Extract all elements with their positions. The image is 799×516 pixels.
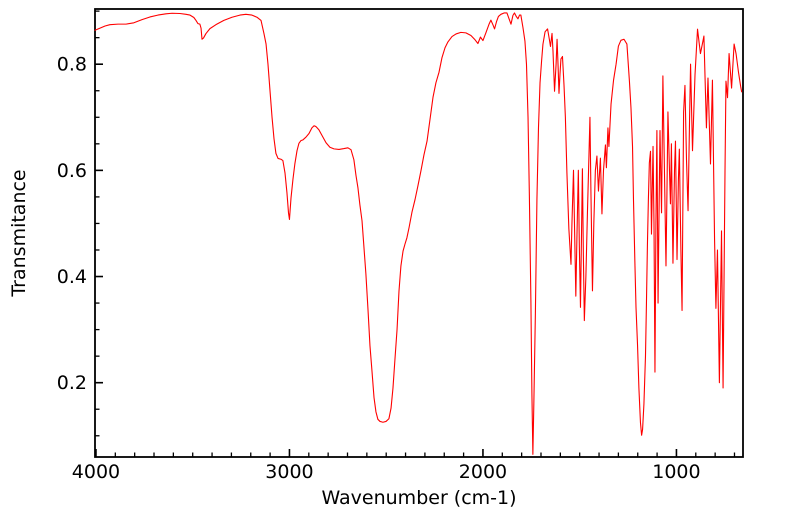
y-tick-label: 0.2 — [57, 372, 87, 394]
y-tick-label: 0.4 — [57, 266, 87, 288]
y-axis-label: Transmitance — [8, 169, 30, 297]
y-tick-label: 0.6 — [57, 160, 87, 182]
y-tick-label: 0.8 — [57, 54, 87, 76]
x-tick-label: 4000 — [72, 461, 120, 483]
x-axis-tick-labels: 4000 3000 2000 1000 — [72, 461, 701, 483]
y-axis-ticks — [95, 10, 103, 437]
x-tick-label: 1000 — [652, 461, 700, 483]
x-tick-label: 2000 — [459, 461, 507, 483]
plot-frame — [94, 8, 744, 458]
x-tick-label: 3000 — [265, 461, 313, 483]
y-axis-tick-labels: 0.2 0.4 0.6 0.8 — [57, 54, 87, 394]
x-axis-ticks — [95, 449, 736, 457]
spectrum-line — [94, 12, 743, 455]
x-axis-label: Wavenumber (cm-1) — [321, 487, 516, 509]
